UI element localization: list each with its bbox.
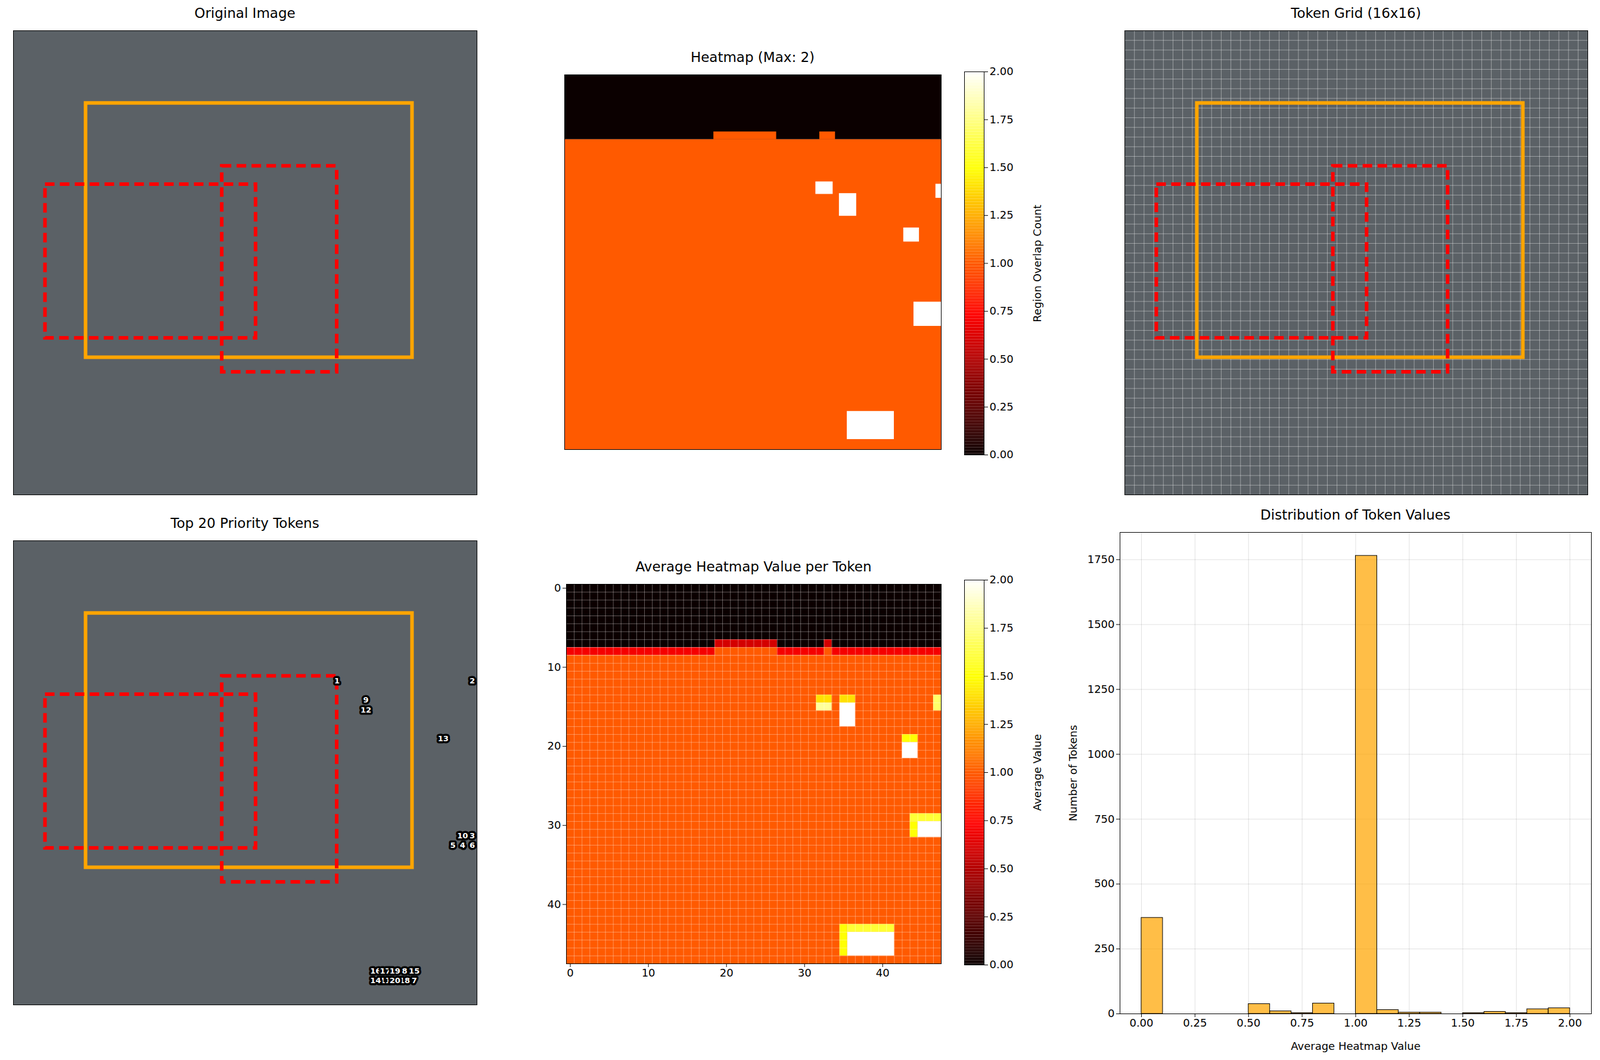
html-text:Top 20 Priority Tokens: Top 20 Priority Tokens bbox=[170, 515, 320, 531]
svg-text:2.00: 2.00 bbox=[989, 64, 1014, 78]
svg-text:0.00: 0.00 bbox=[1129, 1016, 1154, 1030]
svg-text:500: 500 bbox=[1094, 877, 1115, 890]
svg-text:30: 30 bbox=[547, 818, 562, 832]
svg-text:1.00: 1.00 bbox=[1343, 1016, 1368, 1030]
svg-text:0.50: 0.50 bbox=[989, 352, 1014, 366]
svg-text:20: 20 bbox=[719, 966, 734, 980]
svg-text:0: 0 bbox=[1107, 1007, 1115, 1020]
svg-text:9: 9 bbox=[363, 695, 369, 705]
svg-text:11: 11 bbox=[379, 976, 391, 986]
svg-text:1.25: 1.25 bbox=[1397, 1016, 1422, 1030]
svg-text:0.00: 0.00 bbox=[989, 448, 1014, 461]
svg-text:0.00: 0.00 bbox=[989, 958, 1014, 971]
svg-text:0.50: 0.50 bbox=[1236, 1016, 1261, 1030]
svg-text:0: 0 bbox=[554, 581, 561, 595]
svg-text:1.50: 1.50 bbox=[989, 669, 1014, 683]
svg-text:40: 40 bbox=[547, 898, 562, 911]
svg-text:1.50: 1.50 bbox=[989, 160, 1014, 174]
svg-text:3: 3 bbox=[469, 831, 475, 841]
svg-text:0.75: 0.75 bbox=[989, 814, 1014, 827]
svg-text:13: 13 bbox=[437, 734, 449, 744]
svg-text:0.25: 0.25 bbox=[989, 910, 1014, 924]
svg-text:20: 20 bbox=[389, 976, 401, 986]
svg-text:19: 19 bbox=[389, 966, 401, 976]
svg-text:1.00: 1.00 bbox=[989, 256, 1014, 270]
svg-text:0.75: 0.75 bbox=[989, 304, 1014, 318]
html-text:Distribution of Token Values: Distribution of Token Values bbox=[1260, 507, 1451, 523]
svg-text:750: 750 bbox=[1094, 812, 1115, 826]
svg-text:1000: 1000 bbox=[1087, 747, 1115, 761]
svg-text:18: 18 bbox=[399, 976, 410, 986]
svg-text:1.00: 1.00 bbox=[989, 765, 1014, 779]
html-text:Original Image: Original Image bbox=[194, 5, 296, 21]
html-text:Token Grid (16x16): Token Grid (16x16) bbox=[1290, 5, 1422, 21]
svg-text:8: 8 bbox=[401, 966, 408, 976]
svg-text:1750: 1750 bbox=[1087, 552, 1115, 566]
svg-text:7: 7 bbox=[411, 976, 418, 986]
svg-text:Average Value: Average Value bbox=[1030, 734, 1044, 812]
svg-text:1.75: 1.75 bbox=[1504, 1016, 1529, 1030]
svg-text:1.75: 1.75 bbox=[989, 621, 1014, 635]
svg-text:Average Heatmap Value: Average Heatmap Value bbox=[1290, 1039, 1421, 1053]
svg-text:5: 5 bbox=[449, 840, 456, 850]
html-text:Average Heatmap Value per Toke: Average Heatmap Value per Token bbox=[635, 558, 872, 575]
svg-text:1500: 1500 bbox=[1087, 617, 1115, 631]
svg-text:6: 6 bbox=[469, 840, 475, 850]
svg-text:0.50: 0.50 bbox=[989, 862, 1014, 875]
svg-text:2: 2 bbox=[469, 676, 475, 686]
svg-text:10: 10 bbox=[457, 831, 468, 841]
svg-text:20: 20 bbox=[547, 739, 562, 753]
svg-text:1.50: 1.50 bbox=[1451, 1016, 1475, 1030]
svg-text:Number of Tokens: Number of Tokens bbox=[1066, 725, 1080, 822]
svg-text:0: 0 bbox=[566, 966, 574, 980]
svg-text:30: 30 bbox=[797, 966, 812, 980]
svg-text:1250: 1250 bbox=[1087, 682, 1115, 696]
svg-text:12: 12 bbox=[360, 705, 372, 715]
svg-text:14: 14 bbox=[370, 976, 381, 986]
svg-text:10: 10 bbox=[547, 660, 562, 674]
svg-text:2.00: 2.00 bbox=[989, 573, 1014, 586]
svg-text:15: 15 bbox=[408, 966, 420, 976]
svg-text:250: 250 bbox=[1094, 942, 1115, 955]
svg-text:0.25: 0.25 bbox=[989, 400, 1014, 413]
svg-text:0.75: 0.75 bbox=[1290, 1016, 1314, 1030]
svg-text:1.25: 1.25 bbox=[989, 718, 1014, 731]
svg-text:Region Overlap Count: Region Overlap Count bbox=[1030, 204, 1044, 322]
svg-text:1.75: 1.75 bbox=[989, 113, 1014, 126]
svg-text:4: 4 bbox=[460, 840, 466, 850]
svg-text:17: 17 bbox=[379, 966, 391, 976]
svg-text:16: 16 bbox=[370, 966, 382, 976]
svg-text:10: 10 bbox=[641, 966, 656, 980]
svg-text:2.00: 2.00 bbox=[1558, 1016, 1583, 1030]
html-text:Heatmap (Max: 2): Heatmap (Max: 2) bbox=[690, 49, 815, 65]
svg-text:40: 40 bbox=[875, 966, 890, 980]
svg-text:1.25: 1.25 bbox=[989, 208, 1014, 222]
svg-text:0.25: 0.25 bbox=[1182, 1016, 1207, 1030]
svg-text:1: 1 bbox=[334, 676, 340, 686]
